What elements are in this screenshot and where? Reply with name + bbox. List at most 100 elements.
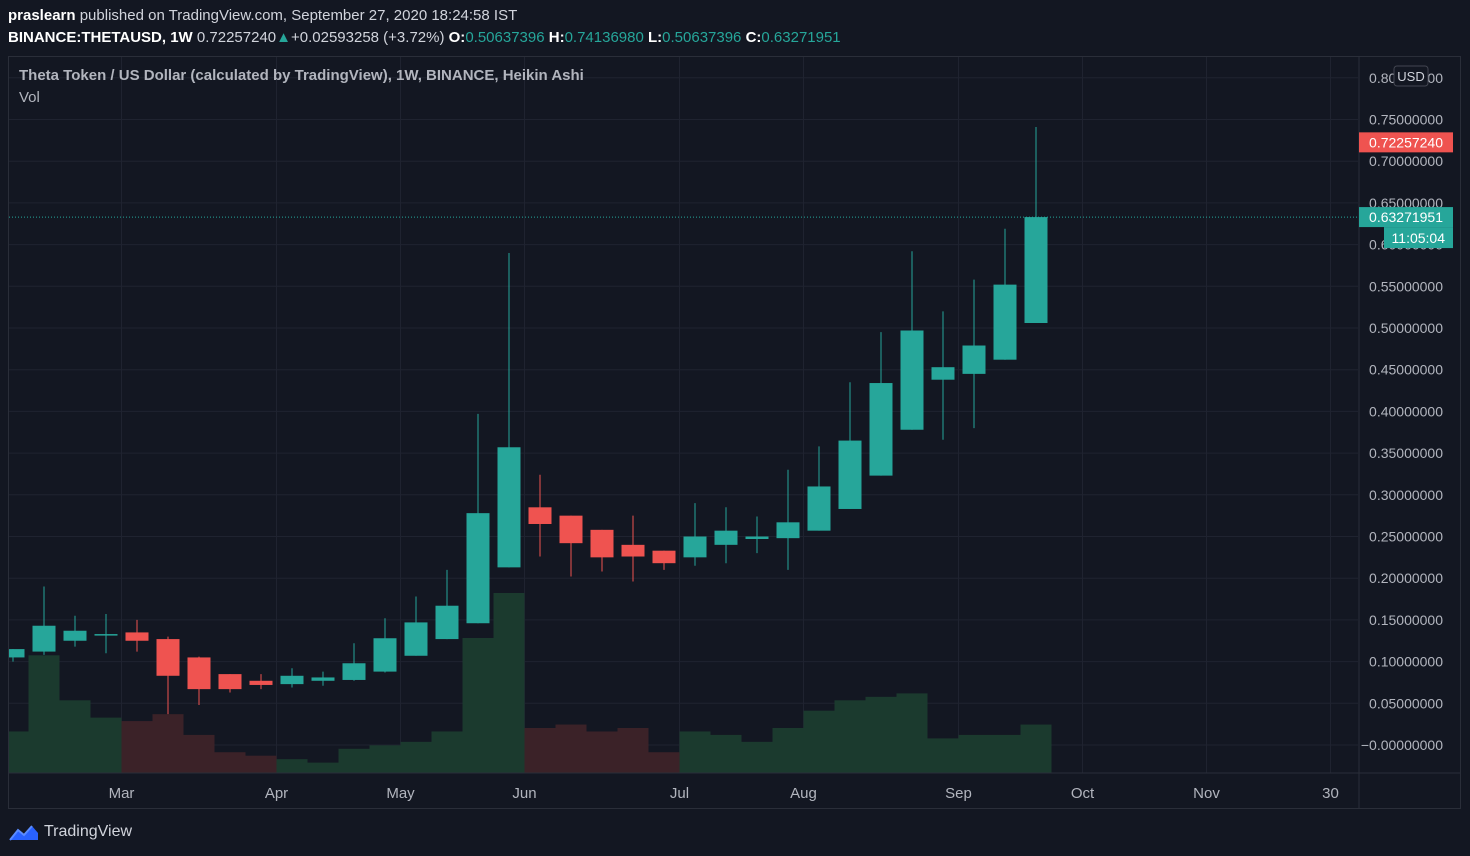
chart-panel bbox=[8, 56, 1461, 809]
y-tick-label: 0.25000000 bbox=[1369, 529, 1443, 545]
chart-legend-title: Theta Token / US Dollar (calculated by T… bbox=[19, 67, 584, 84]
volume-bar bbox=[772, 728, 804, 773]
volume-bar bbox=[183, 734, 215, 773]
up-arrow-icon: ▲ bbox=[276, 29, 291, 46]
candle-body[interactable] bbox=[497, 447, 521, 568]
x-tick-label: Apr bbox=[265, 785, 288, 802]
candle-body[interactable] bbox=[156, 639, 180, 676]
close-price-badge-text: 0.63271951 bbox=[1369, 209, 1443, 225]
volume-bar bbox=[245, 755, 277, 773]
candle-body[interactable] bbox=[714, 530, 738, 545]
x-tick-label: Sep bbox=[945, 785, 972, 802]
volume-bar bbox=[400, 741, 432, 773]
last-price-badge-text: 0.72257240 bbox=[1369, 134, 1443, 150]
candle-body[interactable] bbox=[807, 486, 831, 531]
volume-bar bbox=[1020, 724, 1052, 773]
candle-body[interactable] bbox=[621, 544, 645, 557]
candle-body[interactable] bbox=[838, 440, 862, 509]
y-tick-label: 0.75000000 bbox=[1369, 112, 1443, 128]
volume-bar bbox=[121, 721, 153, 773]
volume-bar bbox=[555, 724, 587, 773]
volume-bar bbox=[927, 738, 959, 773]
symbol-ohlc-line: BINANCE:THETAUSD, 1W 0.72257240▲+0.02593… bbox=[8, 29, 841, 46]
candle-body[interactable] bbox=[2, 649, 25, 658]
brand-name: TradingView bbox=[44, 823, 133, 840]
candle-body[interactable] bbox=[869, 383, 893, 476]
x-tick-label: Aug bbox=[790, 785, 817, 802]
open-label: O: bbox=[448, 29, 466, 46]
volume-bar bbox=[431, 731, 463, 773]
volume-legend: Vol bbox=[19, 89, 40, 106]
publish-info: praslearn published on TradingView.com, … bbox=[8, 7, 517, 24]
y-tick-label: 0.15000000 bbox=[1369, 612, 1443, 628]
volume-bar bbox=[865, 696, 897, 773]
close-price-badge bbox=[1359, 207, 1453, 228]
low-value: 0.50637396 bbox=[662, 29, 742, 46]
open-value: 0.50637396 bbox=[465, 29, 545, 46]
y-tick-label: 0.10000000 bbox=[1369, 654, 1443, 670]
volume-bar bbox=[896, 693, 928, 773]
x-tick-label: May bbox=[386, 785, 415, 802]
candle-body[interactable] bbox=[590, 529, 614, 558]
x-tick-label: Mar bbox=[109, 785, 135, 802]
volume-bar bbox=[9, 731, 29, 773]
candle-body[interactable] bbox=[311, 677, 335, 681]
high-value: 0.74136980 bbox=[564, 29, 644, 46]
candle-body[interactable] bbox=[931, 367, 955, 380]
y-tick-label: 0.30000000 bbox=[1369, 487, 1443, 503]
published-text: published on TradingView.com, September … bbox=[79, 7, 518, 24]
candle-body[interactable] bbox=[1024, 217, 1048, 323]
candle-body[interactable] bbox=[404, 622, 428, 656]
candle-body[interactable] bbox=[528, 507, 552, 524]
y-tick-label: 0.40000000 bbox=[1369, 403, 1443, 419]
candle-body[interactable] bbox=[63, 630, 87, 641]
price-change: +0.02593258 (+3.72%) bbox=[291, 29, 445, 46]
candle-body[interactable] bbox=[776, 522, 800, 539]
candle-body[interactable] bbox=[32, 625, 56, 652]
candle-body[interactable] bbox=[125, 632, 149, 641]
high-label: H: bbox=[548, 29, 565, 46]
x-tick-label: Nov bbox=[1193, 785, 1220, 802]
y-tick-label: 0.70000000 bbox=[1369, 153, 1443, 169]
volume-bar bbox=[214, 752, 246, 773]
y-tick-label: 0.65000000 bbox=[1369, 195, 1443, 211]
y-tick-label: 0.05000000 bbox=[1369, 695, 1443, 711]
candle-body[interactable] bbox=[962, 345, 986, 374]
y-tick-label: −0.00000000 bbox=[1361, 737, 1443, 753]
candle-body[interactable] bbox=[249, 680, 273, 685]
candle-body[interactable] bbox=[218, 674, 242, 690]
volume-bar bbox=[493, 593, 525, 773]
candle-body[interactable] bbox=[745, 536, 769, 540]
candle-body[interactable] bbox=[559, 515, 583, 544]
countdown-text: 11:05:04 bbox=[1392, 230, 1446, 246]
candle-body[interactable] bbox=[187, 657, 211, 690]
volume-bar bbox=[524, 728, 556, 773]
candle-body[interactable] bbox=[435, 605, 459, 640]
candle-body[interactable] bbox=[342, 663, 366, 680]
candle-body[interactable] bbox=[280, 675, 304, 685]
volume-bar bbox=[276, 759, 308, 773]
author-name[interactable]: praslearn bbox=[8, 7, 76, 24]
tradingview-brand[interactable]: TradingView bbox=[8, 822, 132, 842]
y-tick-label: 0.35000000 bbox=[1369, 445, 1443, 461]
x-tick-label: Jul bbox=[670, 785, 689, 802]
volume-bar bbox=[152, 714, 184, 773]
candle-body[interactable] bbox=[683, 536, 707, 558]
candle-body[interactable] bbox=[466, 513, 490, 624]
y-tick-label: 0.55000000 bbox=[1369, 278, 1443, 294]
close-label: C: bbox=[745, 29, 762, 46]
candle-body[interactable] bbox=[993, 284, 1017, 360]
volume-bar bbox=[586, 731, 618, 773]
volume-bar bbox=[462, 638, 494, 773]
candle-body[interactable] bbox=[94, 634, 118, 636]
close-value: 0.63271951 bbox=[761, 29, 841, 46]
last-price: 0.72257240 bbox=[196, 29, 277, 46]
volume-bar bbox=[803, 710, 835, 773]
candle-body[interactable] bbox=[900, 330, 924, 430]
candle-body[interactable] bbox=[652, 550, 676, 564]
low-label: L: bbox=[647, 29, 663, 46]
currency-badge[interactable] bbox=[1393, 65, 1429, 87]
y-tick-label: 0.45000000 bbox=[1369, 362, 1443, 378]
candle-body[interactable] bbox=[373, 638, 397, 672]
